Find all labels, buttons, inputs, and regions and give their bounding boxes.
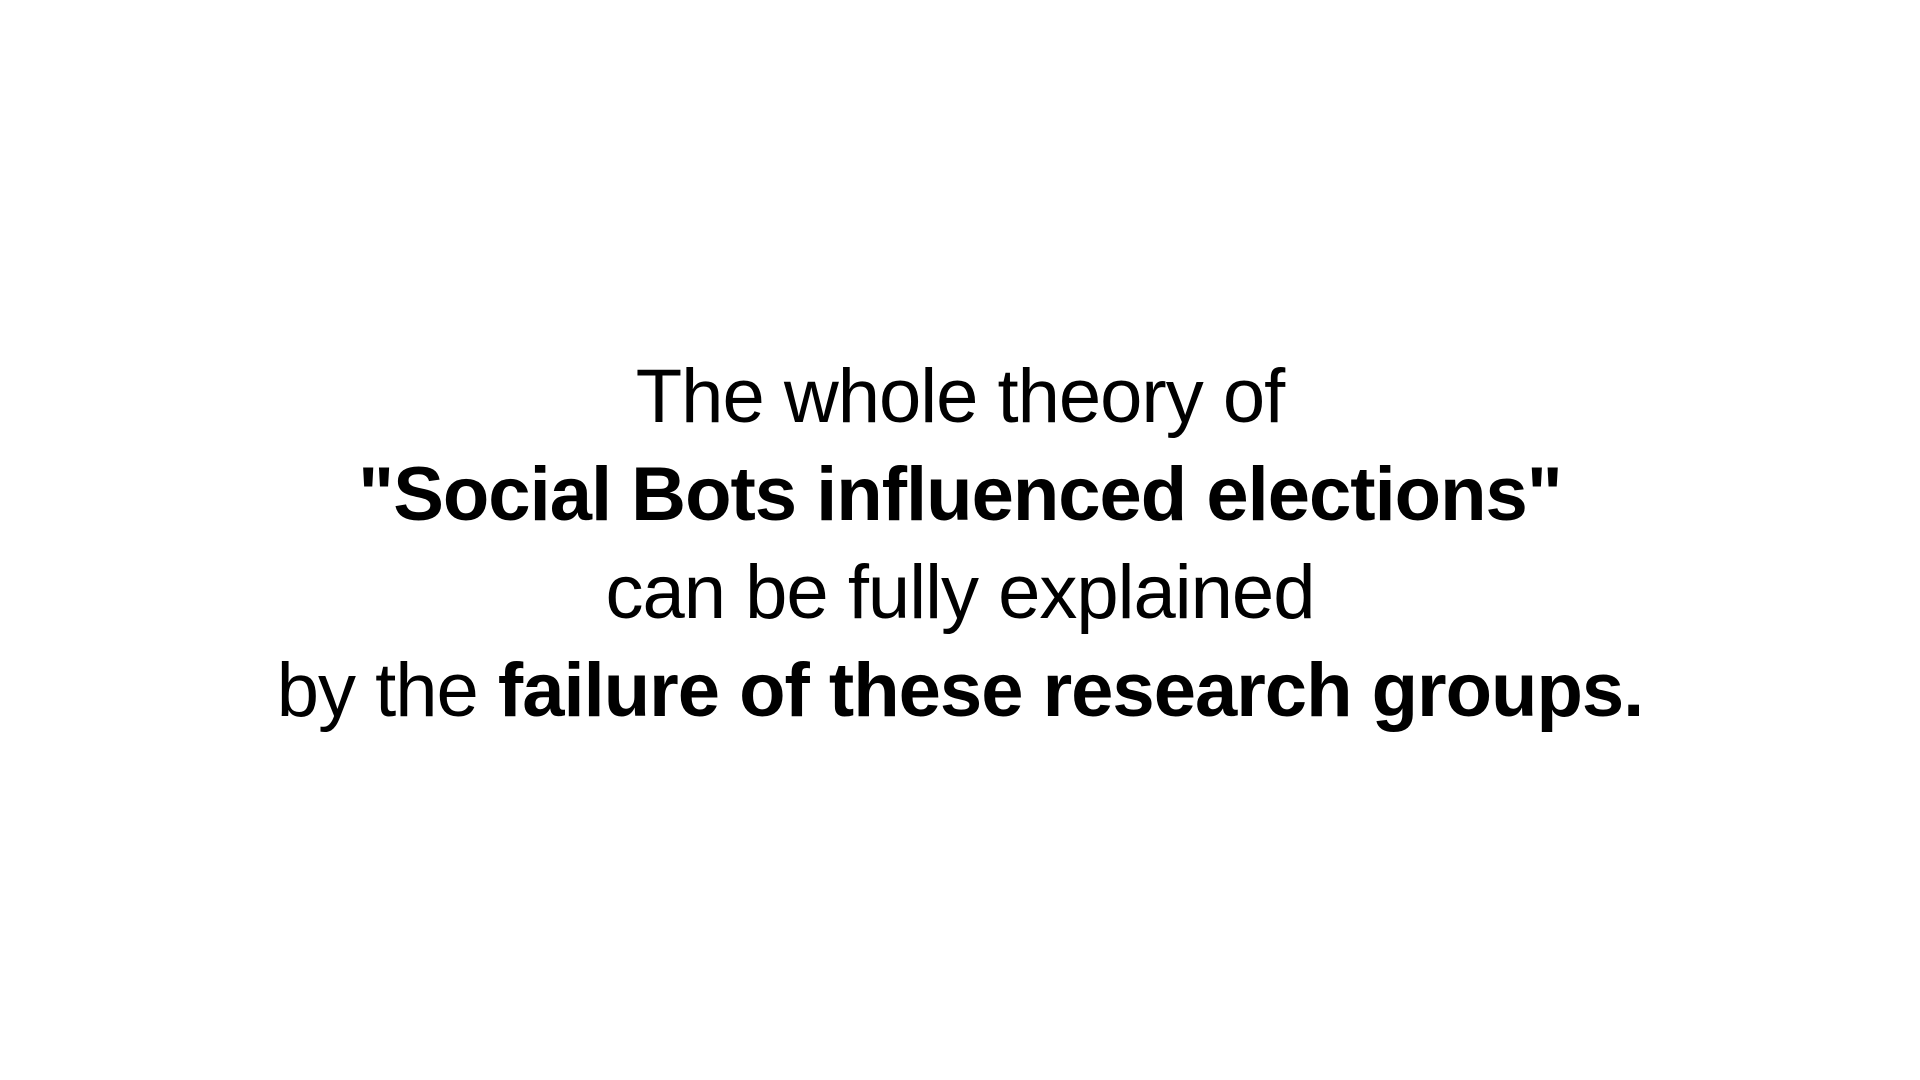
statement-line-4: by the failure of these research groups.: [0, 642, 1920, 740]
slide-statement: The whole theory of "Social Bots influen…: [0, 348, 1920, 740]
statement-line-4-bold: failure of these research groups.: [497, 648, 1644, 733]
statement-line-3: can be fully explained: [605, 550, 1316, 635]
statement-line-2: "Social Bots influenced elections": [358, 452, 1563, 537]
statement-line-1: The whole theory of: [635, 354, 1286, 439]
statement-line-4-normal: by the: [276, 648, 498, 733]
